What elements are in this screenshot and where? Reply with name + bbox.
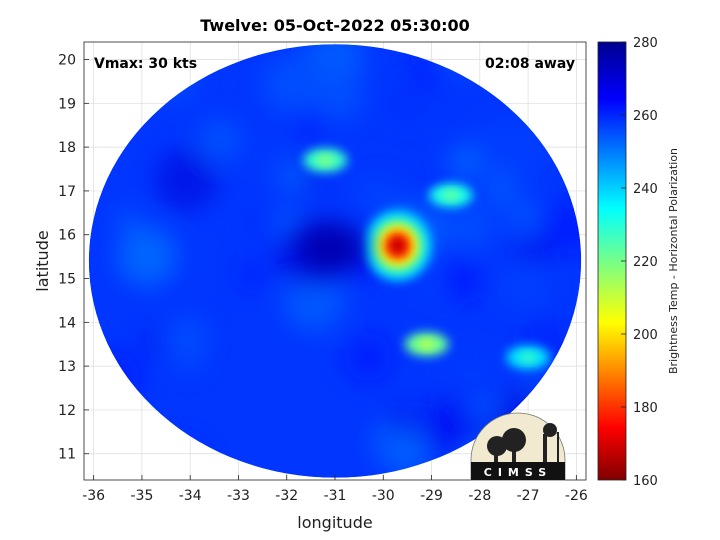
colorbar-tick-label: 220 <box>633 255 658 270</box>
feature-mark <box>391 239 404 252</box>
x-tick-label: -27 <box>517 488 540 504</box>
colorbar-tick-label: 160 <box>633 474 658 489</box>
y-tick-label: 15 <box>58 272 76 288</box>
feature-mark <box>296 221 365 274</box>
y-axis-ticks: 20 19 18 17 16 15 14 13 12 11 <box>58 53 89 463</box>
x-tick-label: -33 <box>227 488 250 504</box>
feature-mark <box>418 339 435 350</box>
colorbar-tick-label: 260 <box>633 109 658 124</box>
feature-mark <box>520 352 537 363</box>
x-tick-label: -36 <box>82 488 105 504</box>
x-tick-label: -29 <box>420 488 443 504</box>
colorbar-ticks: 280 260 240 220 200 180 160 <box>621 36 658 489</box>
y-tick-label: 11 <box>58 447 76 463</box>
cimss-logo: CIMSS <box>470 412 566 481</box>
colorbar-tick-label: 180 <box>633 401 658 416</box>
colorbar-tick-label: 280 <box>633 36 658 51</box>
x-axis-ticks: -36 -35 -34 -33 -32 -31 -30 -29 -28 -27 -26 <box>82 475 588 504</box>
y-tick-label: 13 <box>58 359 76 375</box>
x-tick-label: -28 <box>468 488 491 504</box>
colorbar-label: Brightness Temp - Horizontal Polarizatio… <box>667 148 680 374</box>
x-tick-label: -26 <box>565 488 588 504</box>
colorbar-tick-label: 240 <box>633 182 658 197</box>
y-axis-label: latitude <box>33 230 52 291</box>
x-tick-label: -32 <box>275 488 298 504</box>
y-tick-label: 19 <box>58 96 76 112</box>
x-tick-label: -30 <box>372 488 395 504</box>
y-tick-label: 12 <box>58 403 76 419</box>
y-tick-label: 14 <box>58 315 76 331</box>
colorbar-tick-label: 200 <box>633 328 658 343</box>
vmax-annotation: Vmax: 30 kts <box>94 56 197 72</box>
y-tick-label: 16 <box>58 228 76 244</box>
y-tick-label: 18 <box>58 140 76 156</box>
x-tick-label: -34 <box>179 488 202 504</box>
x-tick-label: -31 <box>324 488 347 504</box>
y-tick-label: 20 <box>58 53 76 69</box>
feature-mark <box>317 155 334 166</box>
x-tick-label: -35 <box>130 488 153 504</box>
time-away-annotation: 02:08 away <box>485 56 575 72</box>
x-axis-label: longitude <box>297 513 372 532</box>
y-tick-label: 17 <box>58 184 76 200</box>
feature-mark <box>442 190 459 201</box>
chart-title: Twelve: 05-Oct-2022 05:30:00 <box>200 16 470 35</box>
logo-text: CIMSS <box>484 466 552 479</box>
